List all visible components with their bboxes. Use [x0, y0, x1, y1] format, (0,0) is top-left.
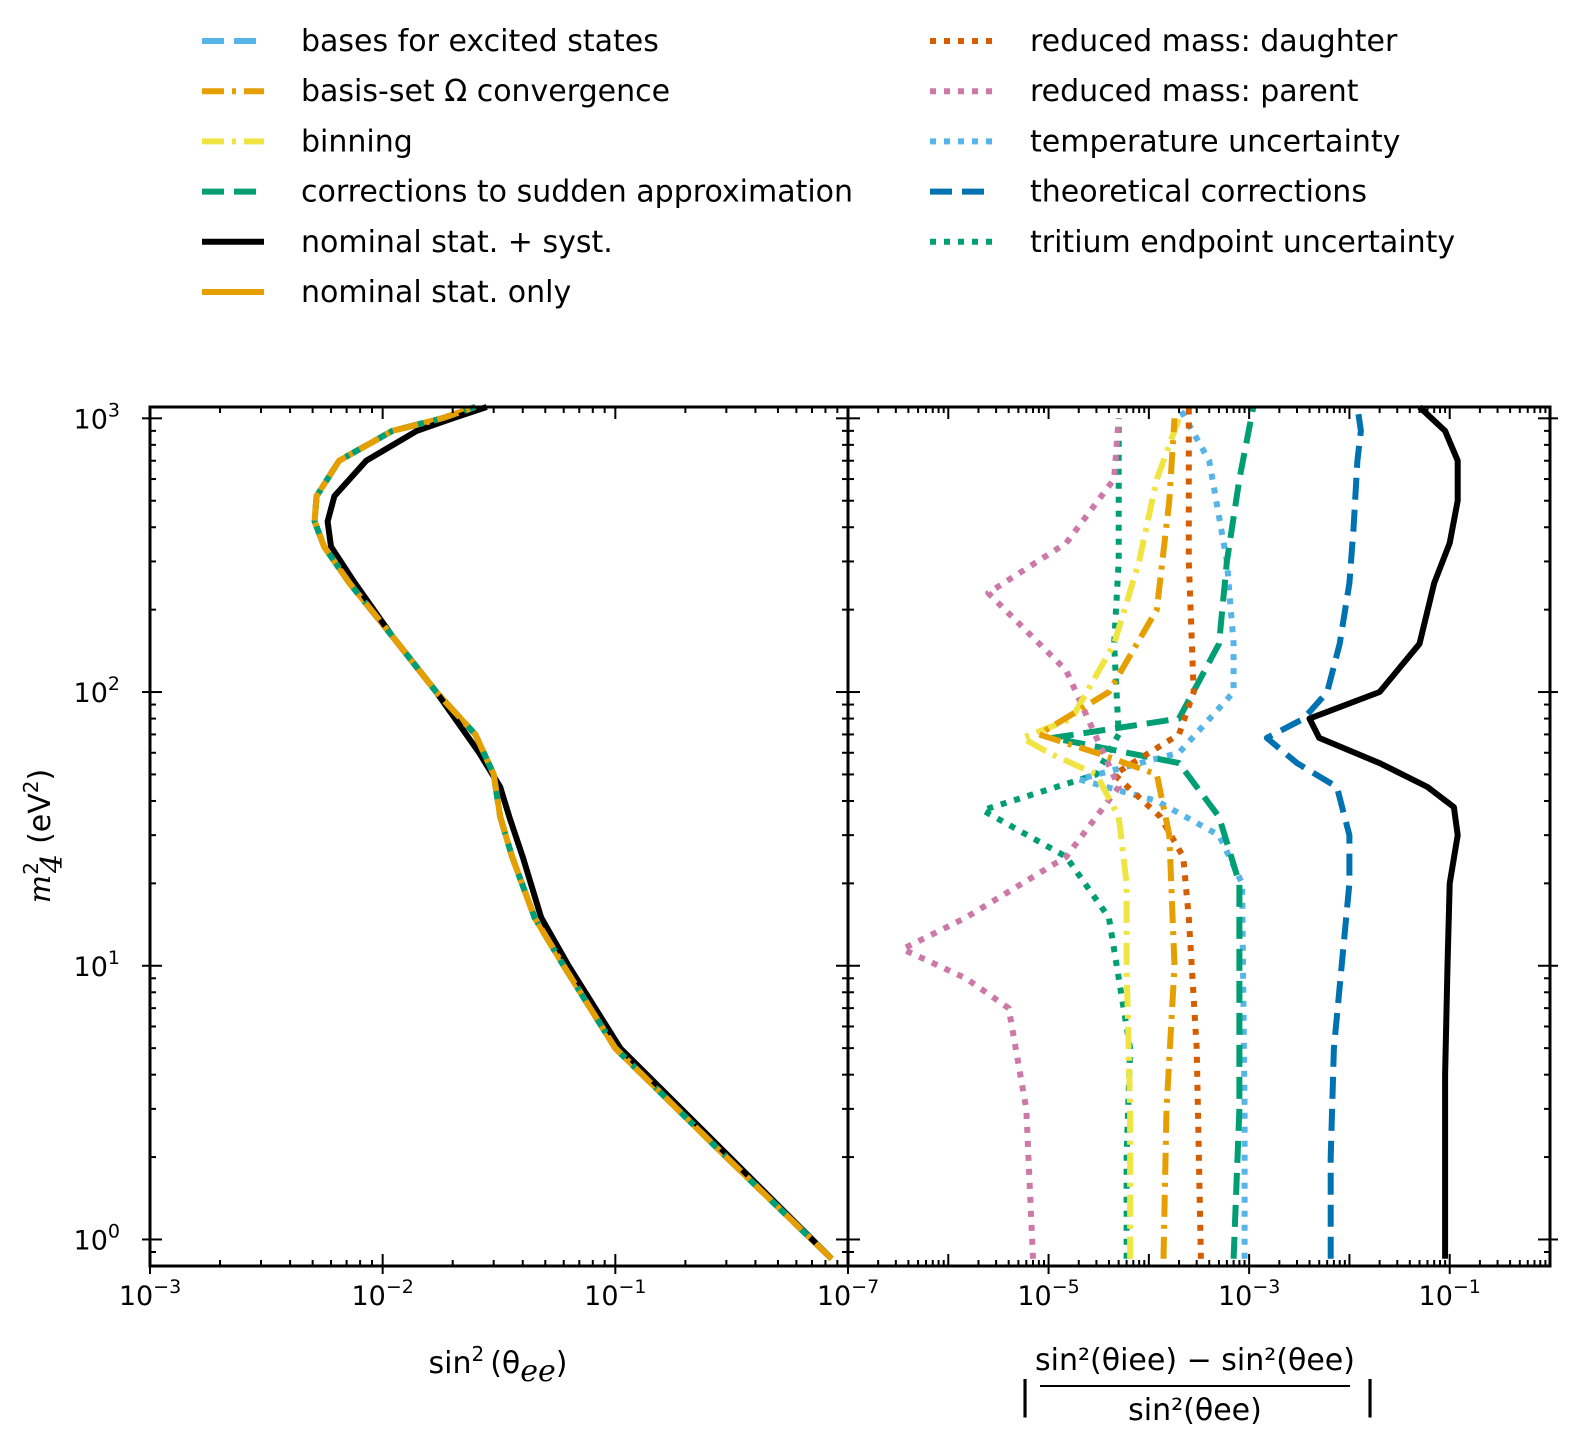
legend-entry-basis-set-convergence: basis-set Ω convergence: [202, 74, 670, 109]
series-right-reduced-mass-daughter: [1111, 407, 1204, 1259]
legend-label-temperature-uncertainty: temperature uncertainty: [1030, 124, 1400, 159]
left-frame: [148, 405, 850, 1268]
y-tick-label: 101: [74, 947, 120, 983]
legend-entry-nominal-stat-only: nominal stat. only: [202, 275, 571, 310]
series-right-binning: [1019, 417, 1182, 1259]
legend-label-nominal-stat-syst: nominal stat. + syst.: [301, 225, 613, 260]
legend-label-corrections-to-sudden-approximation: corrections to sudden approximation: [301, 175, 853, 210]
legend-entry-reduced-mass-parent: reduced mass: parent: [930, 74, 1359, 109]
series-right-corrections-to-sudden-approximation: [1049, 406, 1257, 1259]
series-left-overlay-bases-for-excited-states: [311, 404, 834, 1261]
y-tick-label: 100: [74, 1220, 120, 1256]
fraction-numerator: sin²(θiee) − sin²(θee): [1035, 1343, 1355, 1378]
legend-label-nominal-stat-only: nominal stat. only: [301, 275, 571, 310]
y-axis-label: m24(eV2): [19, 769, 70, 903]
right-curves: [899, 404, 1461, 1259]
series-right-reduced-mass-parent: [899, 418, 1122, 1259]
x-tick-label-left: 10−3: [119, 1276, 181, 1312]
right-frame: [846, 405, 1552, 1268]
legend-entry-tritium-endpoint-uncertainty: tritium endpoint uncertainty: [930, 225, 1455, 260]
legend-entry-reduced-mass-daughter: reduced mass: daughter: [930, 24, 1398, 59]
series-left-overlay-basis-set-convergence: [311, 404, 834, 1261]
left-panel: 100 101 102 103 10−3 10−2 10−1: [74, 399, 850, 1312]
left-ticks: 100 101 102 103 10−3 10−2 10−1: [74, 399, 848, 1312]
left-curves: [311, 404, 834, 1261]
abs-bar-right: |: [1364, 1373, 1377, 1418]
series-right-nominal-stat-syst: [1306, 404, 1461, 1259]
legend-label-reduced-mass-parent: reduced mass: parent: [1030, 74, 1359, 109]
series-right-theoretical-corrections: [1263, 406, 1364, 1259]
y-tick-label: 103: [74, 399, 120, 435]
legend-entry-theoretical-corrections: theoretical corrections: [930, 175, 1367, 210]
legend-entry-temperature-uncertainty: temperature uncertainty: [930, 124, 1400, 159]
right-panel: 10−7 10−5 10−3 10−1: [817, 404, 1558, 1312]
legend-label-theoretical-corrections: theoretical corrections: [1030, 175, 1367, 210]
abs-bar-left: |: [1019, 1373, 1032, 1418]
series-right-tritium-endpoint-uncertainty: [979, 418, 1134, 1259]
legend-entry-corrections-to-sudden-approximation: corrections to sudden approximation: [202, 175, 853, 210]
x-tick-label-right: 10−5: [1017, 1276, 1079, 1312]
legend-entry-binning: binning: [202, 124, 413, 159]
series-right-temperature-uncertainty: [1075, 405, 1248, 1259]
legend-label-basis-set-convergence: basis-set Ω convergence: [301, 74, 670, 109]
legend-entry-bases-for-excited-states: bases for excited states: [202, 24, 659, 59]
series-left-nominal-stat-syst: [324, 404, 834, 1261]
legend-label-tritium-endpoint-uncertainty: tritium endpoint uncertainty: [1030, 225, 1455, 260]
x-axis-label-left: sin2 (θee): [428, 1342, 567, 1389]
x-tick-label-right: 10−3: [1218, 1276, 1280, 1312]
legend-label-binning: binning: [301, 124, 413, 159]
y-tick-label: 102: [74, 673, 120, 709]
series-left-overlay-corrections-to-sudden-approximation: [311, 404, 834, 1261]
legend-label-reduced-mass-daughter: reduced mass: daughter: [1030, 24, 1398, 59]
fraction-denominator: sin²(θee): [1128, 1393, 1262, 1428]
x-axis-label-right: | sin²(θiee) − sin²(θee) sin²(θee) |: [1019, 1343, 1377, 1428]
series-right-basis-set-convergence: [1035, 418, 1178, 1259]
legend: bases for excited states basis-set Ω conv…: [202, 24, 1455, 310]
x-tick-label-right: 10−1: [1419, 1276, 1481, 1312]
legend-label-bases-for-excited-states: bases for excited states: [301, 24, 659, 59]
legend-entry-nominal-stat-syst: nominal stat. + syst.: [202, 225, 613, 260]
x-tick-label-left: 10−2: [351, 1276, 413, 1312]
x-tick-label-left: 10−1: [584, 1276, 646, 1312]
x-tick-label-right: 10−7: [817, 1276, 879, 1312]
series-left-nominal-stat-only: [311, 404, 834, 1261]
